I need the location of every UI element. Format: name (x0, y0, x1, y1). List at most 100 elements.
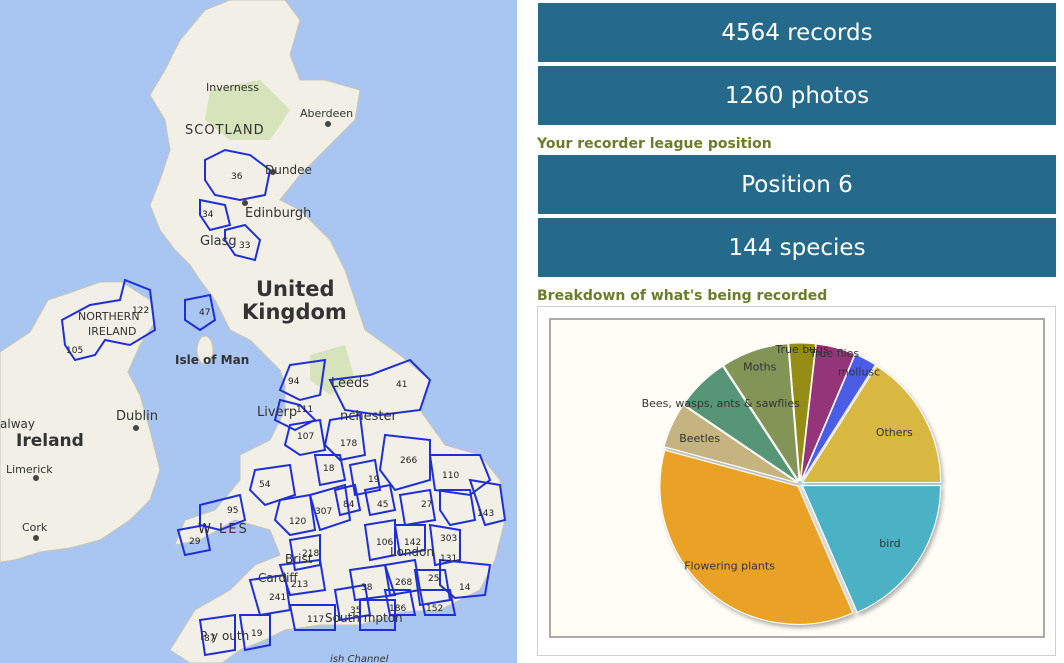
region-number: 19 (251, 629, 263, 639)
pie-slice-label: True flies (809, 347, 860, 360)
region-number: 143 (477, 509, 494, 519)
region-number: 35 (350, 606, 361, 616)
breakdown-chart-frame: bird Flowering plants Beetles Bees, wasps, … (537, 306, 1056, 656)
city-dot (270, 169, 276, 175)
place-label-limerick: Limerick (6, 463, 53, 476)
region-number: 19 (368, 475, 380, 485)
city-dot (133, 425, 139, 431)
pie-slice-label: mollusc (838, 366, 880, 379)
pie-slice[interactable] (659, 449, 854, 625)
pie-slice[interactable] (801, 485, 942, 613)
pie-slice[interactable] (663, 404, 798, 484)
region-number: 29 (189, 537, 201, 547)
region-number: 25 (428, 574, 439, 584)
pie-slice-label: True bugs (774, 343, 829, 356)
place-label-leeds: Leeds (331, 376, 369, 391)
region-number: 117 (307, 615, 324, 625)
recording-area-outlines (60, 148, 507, 657)
recorder-stats-panel: 4564 records 1260 photos Your recorder l… (537, 0, 1057, 663)
highlands-area (205, 80, 290, 140)
region-number: 105 (66, 346, 83, 356)
place-label-kingdom: Kingdom (242, 300, 347, 324)
region-number: 266 (400, 456, 417, 466)
region-number: 218 (302, 549, 319, 559)
region-number: 142 (404, 538, 421, 548)
pie-slice[interactable] (801, 365, 942, 484)
place-label-dublin: Dublin (116, 409, 158, 424)
place-label-manchester: nchester (340, 409, 397, 424)
pie-slice-label: Flowering plants (684, 559, 775, 572)
isle-of-man-landmass (196, 335, 214, 365)
place-label-liverpool: Liverp (257, 405, 297, 420)
league-position-box: Position 6 (538, 155, 1056, 214)
pie-slice-label: Others (876, 426, 913, 439)
league-heading: Your recorder league position (537, 136, 772, 152)
place-label-cardiff: Cardiff (258, 571, 298, 585)
pie-slice[interactable] (722, 343, 800, 482)
breakdown-heading: Breakdown of what's being recorded (537, 288, 828, 304)
pie-slice[interactable] (683, 365, 799, 483)
region-number: 87 (204, 634, 215, 644)
place-label-galway: alway (0, 417, 35, 431)
photos-count-box: 1260 photos (538, 66, 1056, 125)
place-label-plymouth: P y outh (200, 629, 249, 643)
region-number: 36 (231, 172, 243, 182)
region-number: 178 (340, 439, 357, 449)
region-number: 106 (376, 538, 393, 548)
place-label-ireland: Ireland (16, 431, 84, 451)
place-label-inverness: Inverness (206, 81, 259, 94)
pie-slice[interactable] (800, 343, 856, 482)
place-label-isle-of-man: Isle of Man (175, 353, 249, 367)
pie-slice[interactable] (788, 342, 817, 482)
species-count-box: 144 species (538, 218, 1056, 277)
uk-map[interactable]: Inverness Aberdeen SCOTLAND Dundee Edinb… (0, 0, 517, 663)
region-number: 307 (315, 507, 332, 517)
region-number: 47 (199, 308, 210, 318)
region-number: 120 (289, 517, 306, 527)
city-dot (33, 475, 39, 481)
place-label-aberdeen: Aberdeen (300, 107, 353, 120)
region-number: 45 (377, 500, 388, 510)
league-position: Position 6 (741, 171, 853, 198)
region-number: 152 (426, 604, 443, 614)
ireland-landmass (0, 281, 161, 563)
pie-slice-label: Moths (743, 360, 777, 373)
place-label-northern: NORTHERN (78, 310, 140, 323)
region-number: 303 (440, 534, 457, 544)
region-number: 84 (343, 500, 355, 510)
pie-slice-label: Beetles (679, 432, 720, 445)
region-number: 94 (288, 377, 300, 387)
city-dot (325, 121, 331, 127)
place-label-dundee: Dundee (265, 163, 312, 177)
species-count: 144 species (728, 234, 866, 261)
region-number: 268 (395, 578, 412, 588)
region-number: 111 (296, 405, 313, 415)
place-label-cork: Cork (22, 521, 48, 534)
place-label-london: London (390, 545, 434, 559)
region-number: 54 (259, 480, 271, 490)
region-number: 110 (442, 471, 459, 481)
place-label-southampton: South mpton (325, 611, 403, 625)
breakdown-pie-chart: bird Flowering plants Beetles Bees, wasps, … (642, 342, 942, 625)
region-number: 34 (202, 210, 214, 220)
pie-slice-label: Bees, wasps, ants & sawflies (642, 397, 801, 410)
city-dot (242, 200, 248, 206)
region-number: 241 (269, 593, 286, 603)
region-number: 186 (389, 604, 406, 614)
place-label-glasgow: Glasg (200, 234, 237, 249)
region-number-labels: 36 34 33 47 122 105 94 41 111 107 178 18… (66, 172, 494, 644)
region-number: 95 (227, 506, 238, 516)
pie-slice[interactable] (800, 353, 877, 482)
region-number: 38 (361, 583, 373, 593)
region-number: 14 (459, 583, 471, 593)
region-number: 122 (132, 306, 149, 316)
photos-count: 1260 photos (724, 82, 870, 109)
great-britain-landmass (149, 0, 506, 663)
region-number: 18 (323, 464, 335, 474)
breakdown-chart-area: bird Flowering plants Beetles Bees, wasps, … (549, 318, 1045, 638)
region-number: 107 (297, 432, 314, 442)
records-count-box: 4564 records (538, 3, 1056, 62)
place-label-scotland: SCOTLAND (185, 123, 265, 138)
city-dot (33, 535, 39, 541)
pie-slice-label: bird (879, 537, 900, 550)
